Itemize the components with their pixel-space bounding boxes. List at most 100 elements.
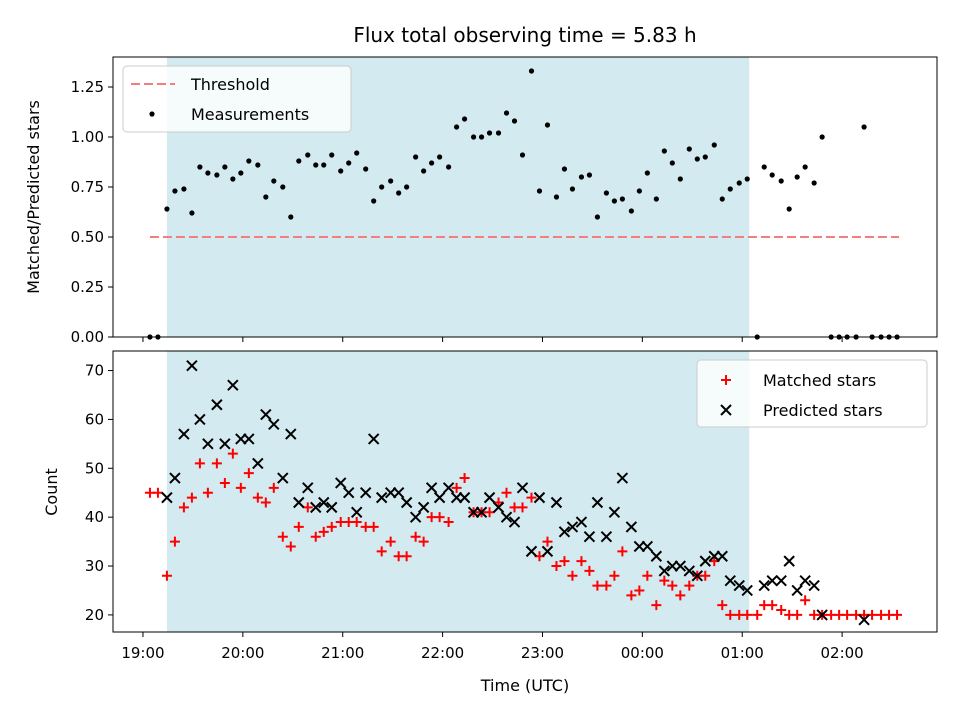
matched-star-point	[517, 502, 528, 513]
matched-star-point	[617, 546, 628, 557]
predicted-star-point	[483, 491, 496, 504]
matched-star-point	[318, 526, 329, 537]
matched-star-point	[459, 473, 470, 484]
predicted-star-point	[375, 491, 388, 504]
measurement-point	[189, 210, 195, 216]
measurement-point	[628, 208, 634, 214]
bottom-y-tick-label: 70	[85, 362, 104, 380]
top-y-tick-label: 0.50	[71, 228, 104, 246]
measurement-point	[371, 198, 377, 204]
measurement-point	[470, 134, 477, 140]
matched-star-point	[277, 531, 288, 542]
predicted-star-point	[858, 614, 870, 626]
matched-star-point	[410, 531, 421, 542]
measurement-point	[421, 168, 427, 174]
measurement-point	[619, 196, 625, 202]
predicted-star-point	[169, 472, 181, 484]
x-tick-label: 22:00	[421, 644, 464, 662]
measurement-point	[172, 188, 178, 194]
measurement-point	[761, 164, 767, 170]
measurement-point	[578, 174, 585, 180]
measurement-point	[861, 124, 867, 130]
matched-star-point	[310, 531, 321, 542]
matched-star-point	[260, 497, 271, 508]
matched-star-point	[551, 561, 562, 572]
predicted-star-point	[791, 584, 803, 597]
measurement-point	[445, 164, 452, 170]
measurement-point	[205, 170, 211, 176]
matched-star-point	[401, 551, 412, 562]
x-tick-label: 19:00	[121, 644, 164, 662]
predicted-star-point	[583, 530, 596, 543]
chart-title: Flux total observing time = 5.83 h	[353, 23, 696, 47]
predicted-star-point	[417, 501, 430, 514]
bottom-y-axis-label: Count	[42, 468, 61, 516]
measurement-point	[603, 190, 610, 196]
measurement-point	[536, 188, 543, 194]
matched-star-point	[351, 517, 362, 528]
measurement-point	[653, 196, 659, 202]
measurement-point	[736, 180, 742, 186]
matched-star-point	[268, 482, 279, 493]
measurement-point	[296, 158, 302, 164]
measurement-point	[288, 214, 294, 220]
x-tick-label: 02:00	[820, 644, 863, 662]
measurement-point	[802, 164, 808, 170]
predicted-star-point	[285, 428, 297, 440]
matched-star-point	[376, 546, 387, 557]
predicted-star-point	[202, 438, 214, 450]
bottom-legend: Matched stars Predicted stars	[696, 359, 928, 428]
predicted-star-point	[741, 584, 753, 597]
x-tick-label: 01:00	[721, 644, 764, 662]
predicted-star-point	[302, 482, 314, 494]
matched-star-point	[776, 605, 787, 616]
top-y-tick-label: 0.75	[71, 178, 104, 196]
predicted-star-point	[392, 487, 405, 499]
measurement-point	[388, 178, 394, 184]
predicted-star-point	[400, 496, 413, 509]
matched-star-point	[567, 570, 578, 581]
legend-matched-label: Matched stars	[763, 371, 876, 390]
matched-star-point	[434, 512, 445, 523]
measurement-point	[636, 188, 642, 194]
measurement-point	[769, 172, 775, 178]
predicted-star-point	[799, 574, 811, 587]
predicted-star-point	[558, 526, 571, 538]
matched-star-point	[252, 492, 263, 503]
predicted-star-point	[211, 399, 223, 411]
predicted-star-point	[293, 496, 305, 509]
measurement-point	[669, 160, 675, 166]
measurement-point	[478, 134, 485, 140]
legend-measurements-swatch	[149, 111, 155, 117]
measurement-point	[778, 178, 784, 184]
matched-star-point	[326, 521, 337, 532]
matched-star-point	[219, 477, 230, 488]
measurement-point	[486, 130, 493, 136]
matched-star-point	[243, 468, 254, 479]
matched-star-point	[451, 482, 462, 493]
measurement-point	[181, 186, 187, 192]
matched-star-point	[659, 575, 670, 586]
predicted-star-point	[641, 540, 654, 553]
matched-star-point	[202, 487, 213, 498]
predicted-star-point	[409, 511, 422, 523]
measurement-point	[702, 154, 708, 160]
matched-star-point	[767, 600, 778, 611]
measurement-point	[744, 176, 750, 182]
measurement-point	[461, 116, 468, 122]
measurement-point	[346, 160, 352, 166]
predicted-star-point	[326, 501, 338, 514]
matched-star-point	[302, 502, 313, 513]
measurement-point	[811, 180, 817, 186]
measurement-point	[727, 186, 733, 192]
matched-star-point	[526, 492, 537, 503]
x-tick-label: 00:00	[621, 644, 664, 662]
matched-star-point	[601, 580, 612, 591]
measurement-point	[222, 164, 228, 170]
measurement-point	[280, 184, 286, 190]
predicted-star-point	[260, 408, 272, 421]
predicted-star-point	[808, 579, 820, 592]
matched-star-point	[169, 536, 180, 547]
measurement-point	[594, 214, 601, 220]
bottom-y-tick-label: 50	[85, 459, 104, 477]
